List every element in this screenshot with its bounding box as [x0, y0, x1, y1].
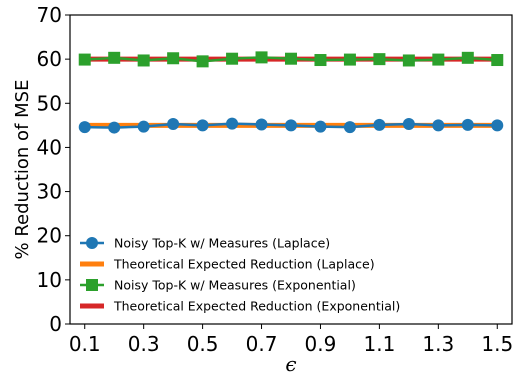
x-tick-label: 1.5	[481, 332, 513, 356]
x-tick-label: 0.9	[305, 332, 337, 356]
legend-entry: Noisy Top-K w/ Measures (Exponential)	[80, 278, 356, 293]
data-point	[196, 119, 209, 132]
y-tick-label: 40	[37, 135, 62, 159]
data-point	[167, 52, 180, 65]
x-tick-label: 1.3	[422, 332, 454, 356]
y-tick-label: 0	[49, 312, 62, 336]
data-point	[343, 121, 356, 134]
y-tick-label: 50	[37, 91, 62, 115]
x-tick-label: 0.5	[187, 332, 219, 356]
y-tick-label: 60	[37, 47, 62, 71]
axes-frame	[69, 14, 513, 325]
data-point	[432, 119, 445, 132]
data-point	[226, 52, 239, 65]
data-point	[343, 53, 356, 66]
legend-entry: Theoretical Expected Reduction (Laplace)	[80, 257, 375, 272]
data-point	[491, 119, 504, 132]
x-axis-label: ϵ	[285, 352, 296, 373]
data-point	[373, 118, 386, 131]
data-point	[78, 53, 91, 66]
axes: 0 10 20 30 40 50 60 70 0.1 0.3 0.5 0.7 0.9 1.1 1.3 1.5	[37, 3, 514, 356]
y-tick-label: 30	[37, 180, 62, 204]
data-point	[285, 119, 297, 132]
data-point	[226, 117, 239, 130]
data-point	[255, 51, 268, 64]
data-point	[402, 54, 415, 67]
data-point	[167, 118, 180, 131]
legend-label: Noisy Top-K w/ Measures (Laplace)	[114, 236, 330, 251]
x-tick-label: 0.1	[69, 332, 101, 356]
legend-label: Noisy Top-K w/ Measures (Exponential)	[114, 278, 356, 293]
data-point	[432, 53, 445, 66]
legend-entry: Noisy Top-K w/ Measures (Laplace)	[80, 236, 330, 251]
data-point	[373, 53, 386, 66]
data-point	[285, 52, 297, 65]
x-tick-label: 0.3	[128, 332, 160, 356]
legend-swatch-marker	[86, 279, 98, 291]
data-point	[78, 121, 91, 134]
plot-area	[78, 51, 504, 134]
series-3	[78, 51, 504, 68]
legend: Noisy Top-K w/ Measures (Laplace) Theoret…	[80, 236, 400, 314]
data-point	[137, 54, 150, 67]
x-tick-label: 0.7	[246, 332, 278, 356]
legend-label: Theoretical Expected Reduction (Laplace)	[113, 257, 375, 272]
y-tick-label: 70	[37, 3, 62, 27]
data-point	[461, 51, 474, 64]
data-point	[255, 118, 268, 131]
data-point	[461, 118, 474, 131]
data-point	[108, 51, 121, 64]
data-point	[108, 121, 121, 134]
data-point	[137, 120, 150, 133]
data-point	[314, 120, 327, 133]
series-1	[78, 117, 504, 134]
y-axis-label: % Reduction of MSE	[12, 80, 33, 260]
data-point	[196, 55, 209, 68]
data-point	[402, 118, 415, 131]
data-point	[314, 54, 327, 67]
legend-label: Theoretical Expected Reduction (Exponent…	[113, 299, 400, 314]
data-point	[491, 54, 504, 67]
y-tick-label: 20	[37, 224, 62, 248]
y-tick-label: 10	[37, 268, 62, 292]
x-tick-label: 1.1	[363, 332, 395, 356]
legend-entry: Theoretical Expected Reduction (Exponent…	[80, 299, 400, 314]
legend-swatch-marker	[86, 237, 98, 249]
